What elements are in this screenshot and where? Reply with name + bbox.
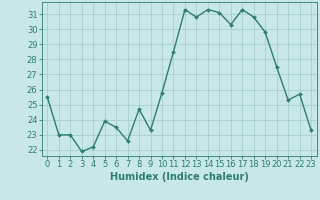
X-axis label: Humidex (Indice chaleur): Humidex (Indice chaleur) — [110, 172, 249, 182]
